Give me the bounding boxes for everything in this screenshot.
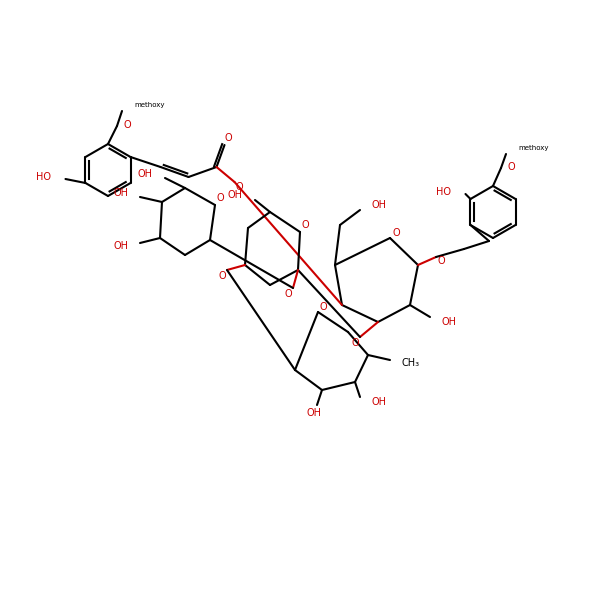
Text: methoxy: methoxy: [134, 102, 164, 108]
Text: O: O: [123, 120, 131, 130]
Text: O: O: [284, 289, 292, 299]
Text: O: O: [225, 133, 232, 143]
Text: O: O: [437, 256, 445, 266]
Text: OH: OH: [372, 397, 387, 407]
Text: O: O: [351, 338, 359, 348]
Text: O: O: [392, 228, 400, 238]
Text: OH: OH: [113, 188, 128, 198]
Text: CH₃: CH₃: [402, 358, 420, 368]
Text: HO: HO: [37, 172, 52, 182]
Text: O: O: [301, 220, 309, 230]
Text: O: O: [216, 193, 224, 203]
Text: OH: OH: [113, 241, 128, 251]
Text: O: O: [236, 182, 244, 192]
Text: methoxy: methoxy: [518, 145, 548, 151]
Text: OH: OH: [442, 317, 457, 327]
Text: O: O: [507, 162, 515, 172]
Text: OH: OH: [372, 200, 387, 210]
Text: OH: OH: [307, 408, 322, 418]
Text: O: O: [218, 271, 226, 281]
Text: OH: OH: [138, 169, 153, 179]
Text: HO: HO: [436, 187, 451, 197]
Text: OH: OH: [228, 190, 243, 200]
Text: O: O: [319, 302, 327, 312]
